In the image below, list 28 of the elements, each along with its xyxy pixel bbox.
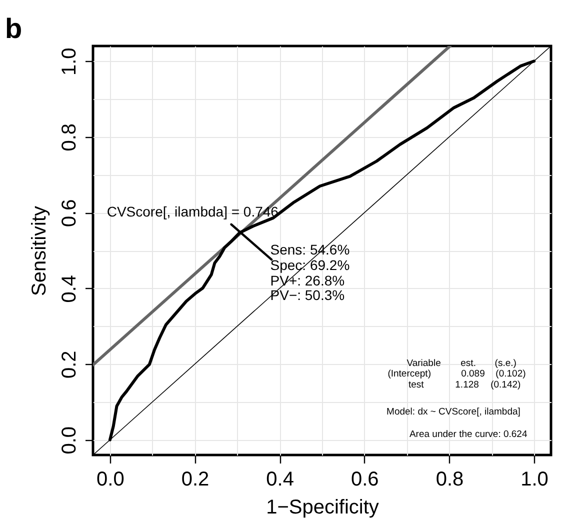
- y-tick-label: 1.0: [58, 48, 80, 76]
- y-tick-label: 0.0: [58, 426, 80, 454]
- annotation: 1.128: [455, 380, 479, 391]
- x-tick-label: 0.0: [96, 468, 124, 490]
- annotation: (0.102): [496, 368, 526, 380]
- y-tick-label: 0.2: [58, 350, 80, 379]
- annotation: Area under the curve: 0.624: [409, 428, 528, 440]
- annotation: 0.089: [461, 368, 485, 380]
- x-axis-title: 1−Specificity: [266, 496, 379, 518]
- chart-title: b: [5, 13, 22, 44]
- annotation: (0.142): [490, 380, 521, 391]
- annotation: (s.e.): [494, 358, 516, 369]
- x-tick-label: 0.2: [181, 468, 210, 490]
- annotation: Model: dx ~ CVScore[, ilambda]: [386, 406, 520, 418]
- annotation: (Intercept): [388, 368, 431, 380]
- annotation: Variable: [406, 358, 441, 369]
- annotation: Spec: 69.2%: [270, 257, 350, 274]
- annotation: est.: [460, 358, 476, 369]
- annotation: PV−: 50.3%: [270, 286, 345, 303]
- x-tick-label: 1.0: [520, 468, 548, 490]
- y-tick-label: 0.4: [58, 274, 80, 303]
- annotation: test: [408, 380, 424, 391]
- y-tick-label: 0.8: [58, 123, 80, 152]
- x-tick-label: 0.8: [436, 468, 464, 490]
- y-tick-label: 0.6: [58, 199, 80, 228]
- x-tick-label: 0.4: [266, 468, 294, 490]
- y-axis-title: Sensitivity: [28, 206, 50, 296]
- x-tick-label: 0.6: [351, 468, 379, 490]
